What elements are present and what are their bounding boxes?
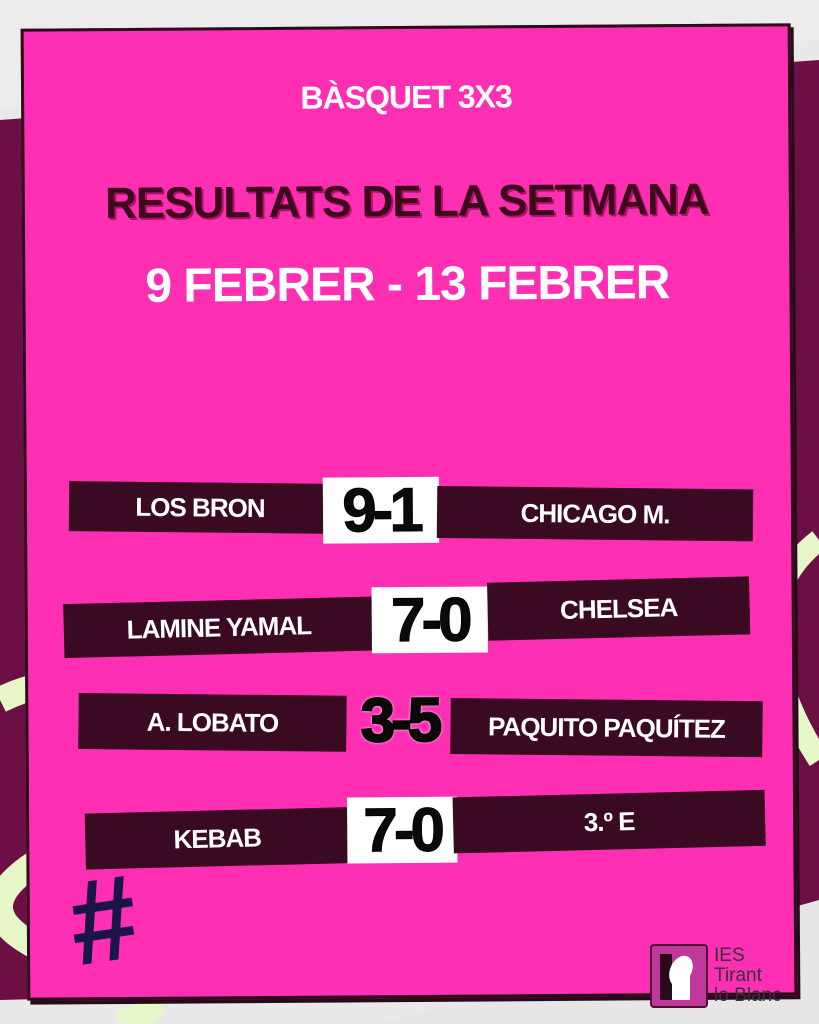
away-team: CHELSEA [487,576,751,641]
school-logo: IES Tirant lo Blanc [650,944,782,1008]
away-team: PAQUITO PAQUÍTEZ [450,697,763,758]
home-team: A. LOBATO [78,692,347,752]
score: 7-0 [371,585,488,655]
hashtag-graffiti: # [60,848,147,992]
logo-line: IES [714,945,745,966]
away-team: 3.º E [452,789,766,854]
sport-heading: BÀSQUET 3X3 [300,78,512,116]
home-team: LOS BRON [68,481,332,534]
results-card: BÀSQUET 3X3 RESULTATS DE LA SETMANA 9 FE… [20,23,798,1001]
score: 9-1 [322,475,440,545]
result-row: KEBAB 7-0 3.º E [29,784,794,870]
score: 7-0 [346,795,458,865]
result-row: LAMINE YAMAL 7-0 CHELSEA [27,574,792,659]
school-name: IES Tirant lo Blanc [714,946,782,1006]
away-team: CHICAGO M. [436,486,754,542]
chess-knight-icon [650,944,708,1008]
logo-line: Tirant [714,965,762,986]
score: 3-5 [359,684,439,756]
date-range: 9 FEBRER - 13 FEBRER [145,256,670,313]
result-row: A. LOBATO 3-5 PAQUITO PAQUÍTEZ [28,680,793,765]
page-title: RESULTATS DE LA SETMANA [104,174,709,229]
logo-line: lo Blanc [714,985,782,1006]
result-row: LOS BRON 9-1 CHICAGO M. [27,474,792,559]
home-team: LAMINE YAMAL [63,596,375,659]
